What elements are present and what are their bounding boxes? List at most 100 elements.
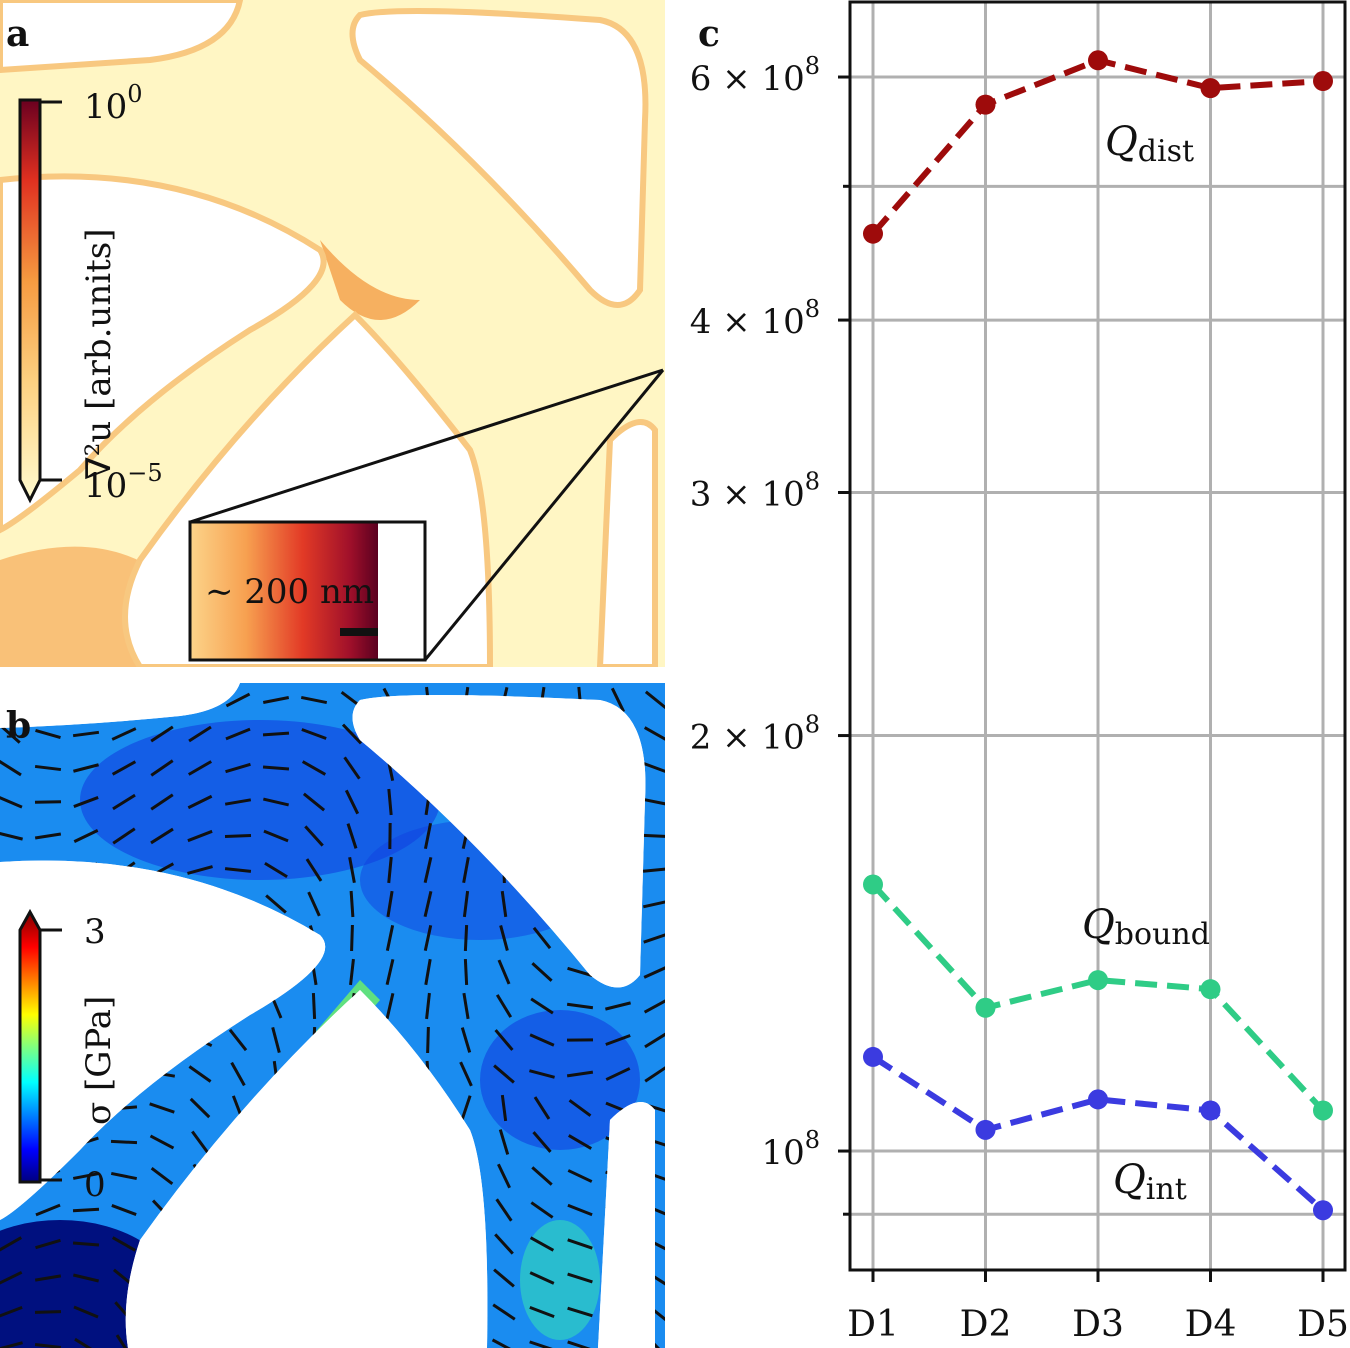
stress-dash: [111, 760, 137, 776]
stress-dash: [495, 994, 513, 1018]
colorbar-a-title: ∇²u [arb.units]: [79, 229, 119, 480]
stress-dash: [35, 1203, 61, 1217]
stress-dash: [529, 1340, 553, 1348]
x-tick-label: D2: [960, 1304, 1012, 1345]
stress-dash: [344, 789, 360, 815]
stress-dash: [73, 763, 99, 773]
stress-dash: [300, 695, 328, 705]
stress-dash: [307, 891, 321, 917]
stress-dash: [529, 1033, 555, 1047]
stress-dash: [191, 1130, 209, 1154]
series-label-dist: Qdist: [1105, 119, 1194, 169]
stress-dash: [73, 829, 99, 843]
stress-dash: [150, 1166, 174, 1186]
stress-dash: [460, 1027, 472, 1053]
stress-dash: [224, 834, 252, 838]
stress-dash: [341, 723, 363, 745]
stress-dash: [150, 793, 174, 811]
stress-dash: [228, 1028, 248, 1052]
zoom-inset: ∼ 200 nm: [188, 368, 665, 662]
stress-dash: [348, 856, 356, 884]
stress-dash: [493, 1268, 515, 1288]
stress-dash: [568, 1134, 592, 1150]
stress-dash: [643, 999, 665, 1014]
stress-dash: [494, 1233, 514, 1255]
y-tick-label: 108: [761, 1126, 820, 1173]
stress-dash: [642, 867, 665, 873]
stress-dash: [73, 796, 99, 808]
stress-dash: [567, 1203, 593, 1217]
panel-label-b: b: [6, 705, 31, 747]
stress-dash: [150, 725, 174, 743]
stress-dash: [463, 958, 469, 986]
stress-dash: [495, 1198, 513, 1222]
stress-dash: [386, 890, 394, 918]
stress-dash: [72, 1207, 100, 1213]
stress-dash: [529, 1305, 555, 1319]
inset-scale-label: ∼ 200 nm: [205, 572, 374, 612]
data-point-dist: [1088, 50, 1108, 71]
stress-dash: [605, 1001, 631, 1011]
stress-dash: [644, 690, 665, 710]
stress-dash: [643, 762, 665, 773]
stress-dash: [224, 867, 252, 873]
x-tick-label: D1: [847, 1304, 899, 1345]
stress-dash: [225, 727, 251, 741]
stress-dash: [305, 858, 323, 882]
stress-dash: [187, 865, 213, 875]
stress-dash: [115, 1334, 128, 1348]
stress-dash: [567, 1272, 593, 1284]
stress-dash: [34, 1274, 62, 1282]
data-point-bound: [975, 997, 996, 1018]
stress-dash: [529, 1236, 555, 1252]
data-point-dist: [863, 223, 883, 244]
stress-dash: [187, 829, 213, 843]
stress-dash: [112, 827, 136, 845]
data-point-int: [1088, 1089, 1108, 1110]
stress-dash: [610, 687, 626, 713]
stress-dash: [112, 793, 136, 811]
stress-dash: [111, 1204, 137, 1216]
colorbar-a-min: 10−5: [84, 459, 163, 506]
stress-dash: [459, 1061, 473, 1087]
stress-dash: [387, 856, 393, 884]
stress-dash: [34, 1310, 62, 1314]
stress-dash: [494, 1029, 514, 1051]
stress-dash: [531, 962, 553, 982]
panel-label-c: c: [698, 13, 720, 55]
stress-dash: [263, 829, 289, 843]
stress-dash: [423, 924, 433, 952]
stress-dash: [500, 1094, 508, 1122]
stress-dash: [149, 1134, 175, 1150]
stress-dash: [567, 1238, 593, 1250]
stress-dash: [304, 825, 324, 847]
stress-dash: [642, 797, 665, 806]
stress-dash: [567, 1340, 591, 1348]
colorbar-b: 3 0 σ [GPa]: [18, 908, 119, 1205]
series-line-bound: [870, 882, 1326, 1113]
stress-dash: [566, 1002, 594, 1010]
colorbar-a: 100 10−5 ∇²u [arb.units]: [18, 80, 163, 506]
stress-dash: [35, 1238, 61, 1250]
data-point-dist: [1313, 71, 1333, 92]
data-point-bound: [863, 874, 883, 895]
stress-dash: [605, 1034, 631, 1046]
data-point-dist: [975, 94, 996, 115]
colorbar-a-max: 100: [84, 80, 143, 127]
data-point-bound: [1200, 979, 1221, 1000]
stress-dash: [72, 730, 100, 738]
stress-dash: [529, 1271, 555, 1285]
scale-bar: [340, 628, 378, 636]
stress-dash: [463, 924, 469, 952]
stress-dash: [530, 1201, 554, 1219]
stress-dash: [0, 1236, 23, 1252]
stress-dash: [423, 822, 433, 850]
y-tick-label: 2 × 108: [690, 711, 820, 758]
stress-dash: [149, 1102, 175, 1114]
stress-dash: [271, 1027, 281, 1053]
colorbar-b-min: 0: [84, 1165, 106, 1205]
plot-frame: [848, 0, 1347, 1272]
stress-dash: [110, 1171, 138, 1181]
stress-dash: [644, 1032, 665, 1049]
